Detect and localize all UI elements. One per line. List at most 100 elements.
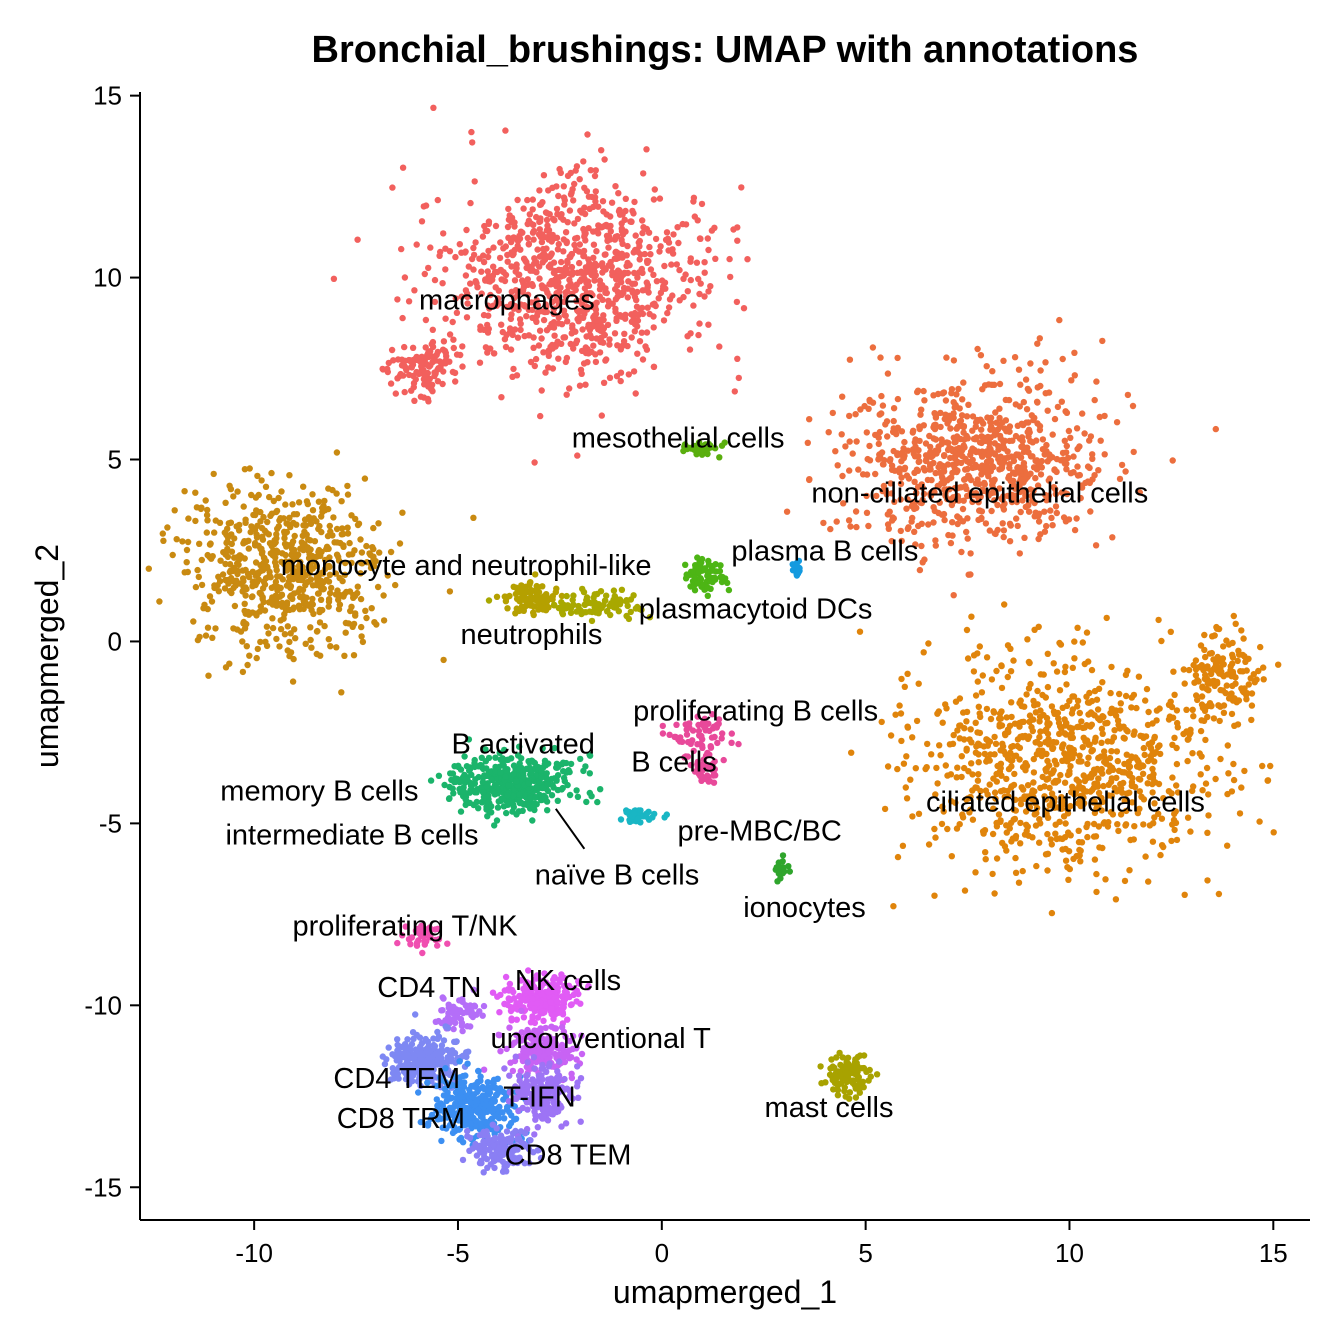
data-point xyxy=(1084,463,1092,470)
data-point xyxy=(1042,359,1049,366)
data-point xyxy=(639,356,647,363)
data-point xyxy=(1218,671,1226,678)
data-point xyxy=(208,598,216,605)
data-point xyxy=(1052,485,1059,493)
data-point xyxy=(380,592,387,599)
data-point xyxy=(250,511,257,519)
data-point xyxy=(628,334,635,341)
data-point xyxy=(1074,723,1081,731)
data-point xyxy=(389,184,396,191)
data-point xyxy=(204,624,212,631)
data-point xyxy=(705,246,712,254)
data-point xyxy=(334,591,341,599)
data-point xyxy=(328,584,335,592)
data-point xyxy=(707,283,714,290)
data-point xyxy=(1005,396,1013,404)
data-point xyxy=(661,262,668,270)
data-point xyxy=(657,243,664,250)
data-point xyxy=(1016,719,1023,727)
data-point xyxy=(357,536,364,543)
data-point xyxy=(1135,758,1142,766)
data-point xyxy=(542,762,550,769)
data-point xyxy=(554,772,562,779)
data-point xyxy=(578,370,585,377)
data-point xyxy=(462,248,469,255)
data-point xyxy=(1198,693,1206,700)
data-point xyxy=(662,285,669,292)
data-point xyxy=(1027,360,1034,367)
data-point xyxy=(406,357,413,364)
data-point xyxy=(1225,770,1232,777)
data-point xyxy=(490,350,498,357)
data-point xyxy=(1236,651,1243,658)
data-point xyxy=(738,184,745,191)
data-point xyxy=(605,244,612,251)
data-point xyxy=(937,423,944,431)
data-point xyxy=(1098,739,1105,746)
data-point xyxy=(544,807,551,814)
data-point xyxy=(452,378,459,385)
data-point xyxy=(938,440,945,447)
data-point xyxy=(496,300,503,307)
cluster-points-monocyte-and-neutrophil-like xyxy=(145,449,477,696)
data-point xyxy=(1049,769,1056,776)
data-point xyxy=(540,316,548,324)
data-point xyxy=(617,346,624,353)
data-point xyxy=(1007,819,1015,827)
data-point xyxy=(701,293,708,300)
data-point xyxy=(708,227,716,234)
data-point xyxy=(912,436,919,443)
data-point xyxy=(920,649,927,656)
data-point xyxy=(1153,707,1161,714)
data-point xyxy=(999,503,1007,510)
data-point xyxy=(496,254,504,262)
data-point xyxy=(1008,498,1016,506)
data-point xyxy=(1102,759,1109,766)
data-point xyxy=(597,786,604,793)
data-point xyxy=(262,558,270,565)
data-point xyxy=(719,730,726,737)
data-point xyxy=(472,776,479,783)
data-point xyxy=(223,539,230,547)
data-point xyxy=(1047,507,1054,514)
data-point xyxy=(846,356,854,363)
data-point xyxy=(1042,390,1049,397)
data-point xyxy=(464,1007,471,1014)
data-point xyxy=(1042,491,1049,499)
data-point xyxy=(931,892,938,899)
data-point xyxy=(1053,509,1061,517)
cluster-points-ciliated-sub xyxy=(1174,612,1282,729)
data-point xyxy=(552,588,559,596)
data-point xyxy=(257,567,264,575)
data-point xyxy=(568,251,576,258)
data-point xyxy=(440,656,447,664)
data-point xyxy=(918,406,925,413)
data-point xyxy=(882,421,889,428)
data-point xyxy=(509,373,516,380)
data-point xyxy=(1076,709,1084,717)
data-point xyxy=(977,416,984,423)
data-point xyxy=(1025,387,1033,394)
data-point xyxy=(566,385,573,392)
data-point xyxy=(316,522,323,530)
data-point xyxy=(970,668,978,675)
data-point xyxy=(643,285,651,293)
data-point xyxy=(935,463,942,471)
data-point xyxy=(482,344,490,351)
data-point xyxy=(920,387,927,395)
data-point xyxy=(1011,354,1019,361)
data-point xyxy=(257,508,264,516)
data-point xyxy=(731,388,738,395)
data-point xyxy=(1085,754,1092,761)
data-point xyxy=(309,507,317,514)
data-point xyxy=(611,330,619,337)
data-point xyxy=(896,469,903,476)
data-point xyxy=(832,448,839,455)
data-point xyxy=(1169,457,1176,464)
data-point xyxy=(643,813,650,820)
data-point xyxy=(592,198,599,205)
data-point xyxy=(1052,503,1060,510)
data-point xyxy=(631,198,638,206)
data-point xyxy=(570,345,577,352)
data-point xyxy=(1137,776,1144,783)
